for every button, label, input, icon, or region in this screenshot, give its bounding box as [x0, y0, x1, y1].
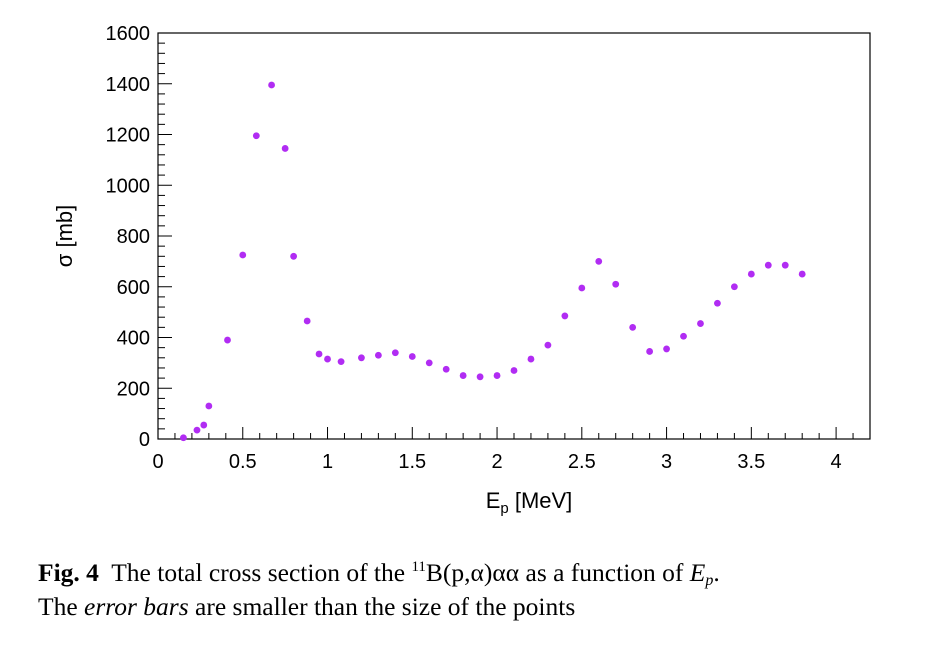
- data-point: [493, 372, 501, 379]
- data-point: [315, 350, 323, 358]
- caption-mass-number: 11: [411, 559, 426, 575]
- caption-emphasis: error bars: [84, 592, 189, 621]
- data-point: [193, 426, 201, 434]
- data-point: [629, 323, 637, 331]
- x-tick-label: 1.5: [398, 451, 426, 473]
- data-point: [281, 145, 289, 152]
- data-point: [714, 299, 721, 307]
- x-tick-label: 4: [831, 451, 842, 473]
- y-tick-label: 1000: [106, 175, 151, 197]
- data-point: [442, 365, 450, 373]
- data-point: [663, 345, 670, 353]
- data-point: [595, 257, 603, 265]
- caption-variable: E: [689, 558, 706, 587]
- data-point: [268, 81, 275, 89]
- data-point: [425, 359, 433, 367]
- x-tick-label: 2.5: [568, 451, 596, 473]
- data-point: [337, 358, 345, 366]
- data-point: [561, 312, 569, 320]
- caption-text-1: The total cross section of the: [98, 558, 412, 587]
- x-tick-label: 0.5: [229, 451, 257, 473]
- data-point: [747, 270, 755, 278]
- caption-text-4: The: [38, 592, 85, 621]
- caption-text-2: as a function of: [519, 558, 690, 587]
- x-tick-label: 0: [152, 451, 163, 473]
- plot-frame: [157, 32, 871, 440]
- data-point: [646, 348, 654, 355]
- y-tick-label: 200: [117, 378, 150, 400]
- caption-text-3: .: [713, 558, 720, 587]
- x-tick-label: 2: [491, 451, 502, 473]
- data-point: [290, 252, 298, 260]
- data-point: [324, 355, 331, 363]
- y-tick-label: 800: [117, 226, 150, 248]
- data-point: [239, 251, 247, 259]
- data-point: [730, 283, 738, 291]
- x-axis-title: Ep [MeV]: [486, 488, 573, 517]
- data-point: [205, 402, 213, 410]
- x-tick-label: 1: [322, 451, 333, 473]
- y-tick-label: 1200: [106, 125, 151, 147]
- data-point: [200, 421, 208, 429]
- data-point: [391, 349, 399, 357]
- x-tick-label: 3.5: [737, 451, 765, 473]
- data-point: [764, 261, 772, 269]
- data-point: [612, 280, 620, 288]
- figure-caption: Fig. 4 The total cross section of the 11…: [38, 556, 908, 624]
- data-point: [527, 355, 535, 363]
- y-tick-label: 1600: [106, 23, 151, 45]
- cross-section-chart: 0 200 400 600 800 1000 1200 1400 1600 0 0.5 1 1.5 2 2…: [52, 23, 871, 517]
- data-point: [459, 372, 467, 379]
- data-point: [303, 317, 311, 325]
- x-axis-title-main: E: [486, 488, 501, 513]
- figure-label: Fig. 4: [38, 558, 99, 587]
- data-point: [252, 132, 260, 140]
- caption-text-5: are smaller than the size of the points: [188, 592, 576, 621]
- data-point: [408, 353, 416, 360]
- data-point: [224, 336, 231, 344]
- y-tick-label: 600: [117, 277, 150, 299]
- data-point: [544, 341, 552, 349]
- data-point: [781, 261, 789, 269]
- data-points: [180, 81, 806, 442]
- x-axis: 0 0.5 1 1.5 2 2.5 3 3.5 4: [152, 427, 871, 473]
- data-point: [578, 284, 586, 292]
- caption-reaction: B(p,α)αα: [425, 558, 520, 587]
- x-tick-label: 3: [661, 451, 672, 473]
- data-point: [680, 332, 687, 340]
- y-tick-label: 0: [139, 429, 150, 451]
- caption-variable-subscript: p: [705, 572, 714, 589]
- data-point: [476, 373, 484, 381]
- data-point: [358, 354, 365, 362]
- data-point: [697, 320, 704, 327]
- y-tick-label: 1400: [106, 74, 151, 96]
- y-tick-label: 400: [117, 328, 150, 350]
- y-axis-title: σ [mb]: [52, 205, 77, 267]
- data-point: [798, 270, 806, 278]
- x-axis-title-unit: [MeV]: [509, 488, 573, 513]
- y-axis: 0 200 400 600 800 1000 1200 1400 1600: [106, 23, 172, 451]
- x-axis-title-subscript: p: [500, 500, 508, 517]
- data-point: [510, 367, 518, 374]
- data-point: [374, 351, 382, 359]
- data-point: [180, 434, 187, 442]
